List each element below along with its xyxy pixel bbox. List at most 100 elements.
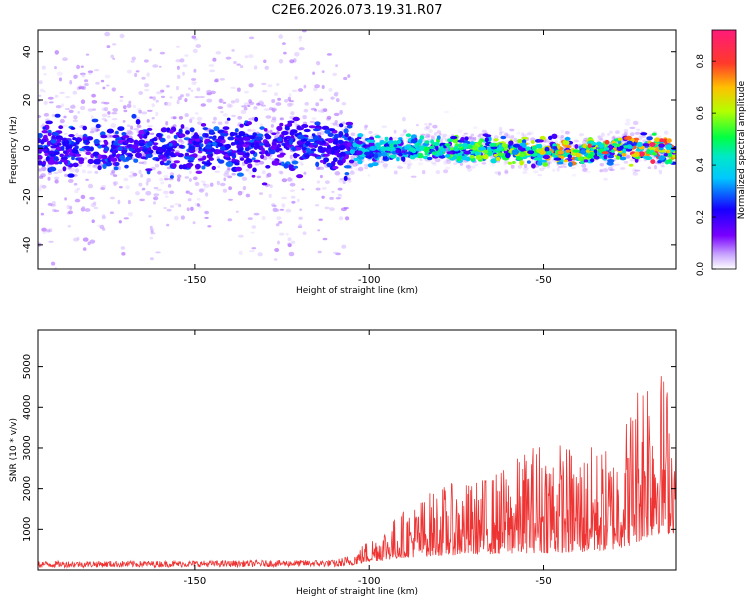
spectral-blob — [430, 135, 435, 139]
spectral-blob — [470, 133, 475, 137]
spectral-blob — [134, 72, 138, 78]
spectral-blob — [340, 178, 344, 181]
spectral-blob — [92, 23, 96, 27]
spectral-blob — [504, 169, 509, 173]
spectral-blob — [79, 105, 86, 111]
spectral-blob — [196, 121, 202, 125]
spectral-blob — [192, 48, 198, 54]
spectral-blob — [574, 144, 579, 149]
spectral-blob — [533, 157, 541, 161]
spectral-blob — [298, 216, 303, 220]
spectral-blob — [352, 162, 358, 167]
spectral-blob — [155, 158, 160, 162]
spectral-blob — [435, 145, 439, 151]
spectral-blob — [282, 42, 286, 45]
spectral-blob — [356, 140, 363, 145]
spectral-blob — [303, 171, 307, 175]
spectral-blob — [575, 152, 582, 158]
spectral-blob — [238, 131, 246, 137]
spectral-blob — [578, 133, 585, 137]
spectral-blob — [584, 167, 589, 171]
spectral-blob — [663, 153, 669, 157]
spectral-blob — [321, 70, 325, 73]
spectral-blob — [111, 118, 118, 121]
spectral-blob — [461, 155, 468, 161]
spectral-blob — [434, 158, 441, 163]
spectral-blob — [100, 134, 108, 139]
spectral-blob — [227, 175, 233, 179]
spectral-blob — [42, 126, 47, 130]
spectral-blob — [625, 135, 632, 140]
spectral-blob — [83, 139, 90, 144]
spectral-blob — [64, 108, 71, 110]
spectral-blob — [528, 131, 534, 136]
spectral-blob — [276, 130, 280, 135]
spectral-blob — [151, 137, 157, 142]
spectral-blob — [604, 139, 610, 145]
spectral-blob — [350, 155, 355, 160]
spectral-blob — [64, 153, 69, 157]
spectral-blob — [185, 130, 190, 135]
spectral-blob — [475, 154, 483, 160]
spectrogram-x-tick-label: -150 — [184, 275, 207, 286]
spectral-blob — [295, 147, 302, 151]
spectral-blob — [123, 105, 127, 110]
snr-frame — [37, 329, 677, 571]
spectral-blob — [172, 116, 177, 120]
spectral-blob — [119, 99, 124, 102]
spectral-blob — [144, 83, 150, 88]
spectral-blob — [473, 163, 479, 166]
spectral-blob — [512, 161, 516, 164]
spectral-blob — [525, 146, 531, 151]
spectral-blob — [530, 159, 535, 165]
spectral-blob — [327, 138, 334, 144]
spectral-blob — [187, 156, 195, 161]
snr-x-tick-label: -150 — [184, 576, 207, 587]
spectral-blob — [381, 125, 388, 129]
spectral-blob — [389, 154, 397, 159]
spectral-blob — [646, 148, 651, 155]
spectral-blob — [130, 60, 135, 63]
spectrogram-x-tick-label: -100 — [358, 275, 381, 286]
spectral-blob — [259, 123, 264, 127]
spectral-blob — [144, 15, 149, 20]
spectral-blob — [478, 147, 486, 151]
spectral-blob — [101, 113, 108, 118]
spectral-blob — [259, 126, 265, 130]
spectral-blob — [638, 151, 645, 157]
spectral-blob — [112, 43, 117, 46]
spectral-blob — [165, 121, 169, 126]
spectral-blob — [224, 120, 229, 125]
spectral-blob — [298, 35, 303, 40]
spectral-blob — [396, 139, 402, 145]
spectral-blob — [138, 133, 143, 140]
spectral-blob — [227, 136, 235, 141]
spectral-blob — [188, 146, 195, 151]
spectral-blob — [444, 143, 451, 147]
spectral-blob — [89, 239, 96, 244]
spectral-blob — [220, 110, 224, 114]
spectral-blob — [251, 225, 256, 229]
spectral-blob — [43, 134, 48, 140]
spectral-blob — [81, 74, 86, 78]
spectral-blob — [461, 143, 469, 147]
spectral-blob — [207, 225, 212, 228]
spectral-blob — [347, 177, 351, 181]
spectral-blob — [158, 65, 162, 68]
spectral-blob — [166, 160, 172, 164]
spectral-blob — [191, 35, 197, 39]
spectral-blob — [149, 236, 154, 240]
spectral-blob — [597, 135, 601, 139]
spectral-blob — [393, 170, 398, 175]
spectral-blob — [321, 195, 325, 199]
spectral-blob — [95, 81, 100, 85]
spectral-blob — [343, 165, 352, 169]
spectral-blob — [297, 134, 305, 140]
spectral-blob — [128, 138, 134, 144]
spectral-blob — [38, 94, 42, 98]
spectral-blob — [289, 177, 293, 182]
spectrogram-heatmap — [38, 15, 676, 269]
spectral-blob — [196, 203, 200, 207]
spectrogram-y-tick-label: 20 — [22, 94, 33, 107]
spectral-blob — [316, 140, 322, 145]
